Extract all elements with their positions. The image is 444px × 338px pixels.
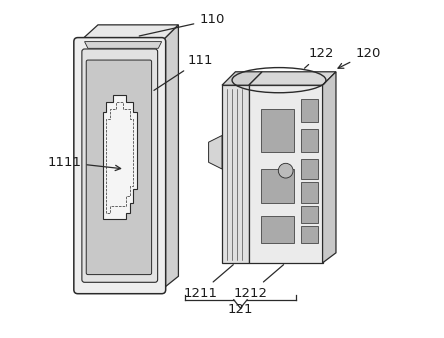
FancyBboxPatch shape — [301, 183, 317, 202]
Polygon shape — [222, 72, 262, 85]
Polygon shape — [103, 95, 136, 219]
FancyBboxPatch shape — [261, 216, 294, 243]
Polygon shape — [79, 25, 178, 42]
FancyBboxPatch shape — [82, 49, 158, 282]
Text: 111: 111 — [154, 53, 213, 90]
FancyBboxPatch shape — [301, 99, 317, 122]
Polygon shape — [222, 85, 249, 263]
Polygon shape — [249, 85, 323, 263]
FancyBboxPatch shape — [301, 206, 317, 223]
Text: 120: 120 — [338, 47, 381, 68]
FancyBboxPatch shape — [261, 169, 294, 202]
Text: 1111: 1111 — [48, 156, 121, 171]
FancyBboxPatch shape — [86, 60, 151, 274]
Polygon shape — [323, 72, 336, 263]
FancyBboxPatch shape — [301, 159, 317, 179]
FancyBboxPatch shape — [261, 108, 294, 152]
FancyBboxPatch shape — [301, 129, 317, 152]
Text: 122: 122 — [305, 47, 333, 68]
FancyBboxPatch shape — [301, 226, 317, 243]
Text: 110: 110 — [139, 13, 225, 36]
Polygon shape — [162, 25, 178, 290]
Polygon shape — [209, 136, 222, 169]
Polygon shape — [84, 42, 162, 48]
Polygon shape — [249, 72, 336, 85]
Text: 1212: 1212 — [234, 265, 284, 299]
Circle shape — [278, 163, 293, 178]
Text: 121: 121 — [228, 303, 253, 316]
Text: 1211: 1211 — [183, 265, 233, 299]
FancyBboxPatch shape — [74, 38, 166, 294]
